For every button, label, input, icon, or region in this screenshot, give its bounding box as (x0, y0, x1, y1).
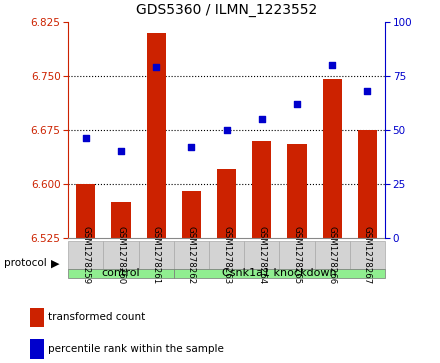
Bar (217, 170, 236, 238)
Bar (30, 339, 44, 359)
Bar (279, 241, 315, 269)
Bar (174, 269, 385, 278)
Text: GSM1278264: GSM1278264 (257, 226, 266, 284)
Bar (358, 130, 377, 238)
Text: GSM1278266: GSM1278266 (328, 226, 337, 284)
Text: GSM1278262: GSM1278262 (187, 226, 196, 284)
Point (223, 127, 230, 133)
Bar (182, 191, 201, 238)
Point (293, 101, 301, 107)
Bar (209, 241, 244, 269)
Point (188, 144, 195, 150)
Point (258, 116, 265, 122)
Bar (315, 241, 350, 269)
Point (329, 62, 336, 68)
Text: transformed count: transformed count (48, 312, 146, 322)
Text: percentile rank within the sample: percentile rank within the sample (48, 344, 224, 354)
Text: GSM1278267: GSM1278267 (363, 226, 372, 284)
Text: GSM1278265: GSM1278265 (293, 226, 301, 284)
Bar (76, 184, 95, 238)
Bar (287, 144, 307, 238)
Bar (30, 308, 44, 327)
Text: Csnk1a1 knockdown: Csnk1a1 knockdown (222, 268, 337, 278)
Point (153, 64, 160, 70)
Bar (252, 140, 271, 238)
Text: GSM1278261: GSM1278261 (152, 226, 161, 284)
Bar (139, 241, 174, 269)
Bar (111, 202, 131, 238)
Text: GSM1278260: GSM1278260 (117, 226, 125, 284)
Title: GDS5360 / ILMN_1223552: GDS5360 / ILMN_1223552 (136, 3, 317, 17)
Bar (68, 269, 174, 278)
Point (117, 148, 125, 154)
Point (82, 135, 89, 141)
Bar (323, 79, 342, 238)
Text: ▶: ▶ (51, 258, 59, 268)
Bar (350, 241, 385, 269)
Text: GSM1278259: GSM1278259 (81, 226, 90, 284)
Bar (174, 241, 209, 269)
Bar (147, 33, 166, 238)
Text: protocol: protocol (4, 258, 47, 268)
Text: control: control (102, 268, 140, 278)
Bar (103, 241, 139, 269)
Text: GSM1278263: GSM1278263 (222, 226, 231, 284)
Bar (68, 241, 103, 269)
Point (364, 88, 371, 94)
Bar (244, 241, 279, 269)
